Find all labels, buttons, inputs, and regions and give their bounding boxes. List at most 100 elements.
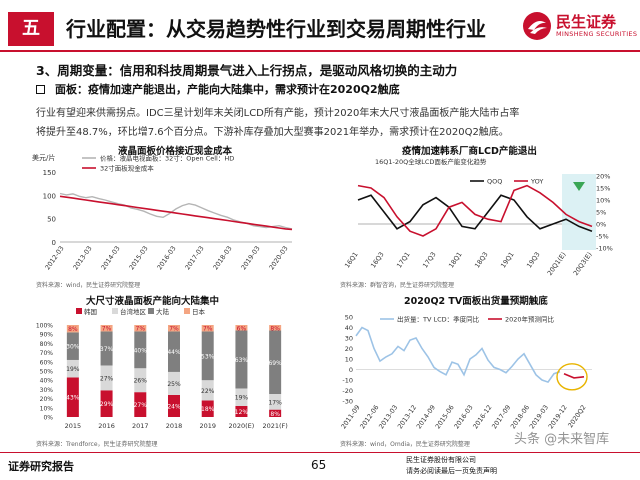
chart1-xtick: 2017-03 bbox=[183, 245, 205, 272]
company-logo: 民生证券 MINSHENG SECURITIES bbox=[522, 8, 638, 44]
chart3-ytick: 70% bbox=[40, 350, 54, 357]
chart3-data-label: 19% bbox=[66, 366, 80, 373]
chart2-ytick: -5% bbox=[596, 233, 609, 241]
chart4-ytick: 20 bbox=[345, 345, 353, 353]
page-header: 五 行业配置：从交易趋势性行业到交易周期性行业 民生证券 MINSHENG SE… bbox=[0, 0, 640, 52]
chart3-data-label: 8% bbox=[270, 325, 280, 332]
chart3-bar-segment bbox=[201, 331, 214, 381]
chart1-xtick: 2013-03 bbox=[71, 245, 93, 272]
chart3-data-label: 26% bbox=[134, 378, 148, 385]
chart2-legend-label: QOQ bbox=[487, 178, 502, 186]
chart3-bar-segment bbox=[168, 371, 180, 395]
chart4-title: 2020Q2 TV面板出货量预期触底 bbox=[404, 296, 548, 307]
chart3-bar-segment bbox=[201, 380, 214, 401]
chart1-panel-price: 美元/片 0 50 100 150 价格：液晶电视面板：32寸：Open Cell：HD3… bbox=[32, 153, 293, 272]
chart1-source: 资料来源：wind，民生证券研究院整理 bbox=[36, 282, 141, 289]
chart3-bar-segment bbox=[235, 325, 248, 331]
chart1-series-line-0 bbox=[59, 192, 293, 230]
chart1-xtick: 2016-03 bbox=[155, 245, 177, 272]
chart1-xtick: 2014-03 bbox=[99, 245, 121, 272]
chart3-ytick: 100% bbox=[36, 323, 53, 330]
watermark: 头条 @未来智库 bbox=[514, 432, 610, 447]
chart3-capacity-share: 0% 10% 20% 30% 40% 50% 60% 70% 80% 90% 100% 韩国 台湾地区大… bbox=[36, 307, 288, 430]
chart2-ytick: 20% bbox=[596, 173, 610, 181]
chart3-bar-segment bbox=[269, 394, 282, 410]
chart2-ytick: 10% bbox=[596, 197, 610, 205]
chart3-data-label: 22% bbox=[201, 388, 215, 395]
body-paragraph: 行业有望迎来供需拐点。IDC三星计划年末关闭LCD所有产能，预计2020年末大尺… bbox=[36, 104, 616, 142]
chart3-ytick: 10% bbox=[40, 405, 54, 412]
chart2-subtitle: 16Q1-20Q全球LCD面板产能变化趋势 bbox=[375, 157, 487, 166]
chart3-data-label: 12% bbox=[235, 409, 249, 416]
chart3-xtick: 2018 bbox=[166, 422, 183, 430]
logo-text-cn: 民生证券 bbox=[556, 13, 617, 31]
chart3-bar-segment bbox=[100, 325, 113, 332]
footer-disclaimer: 请务必阅读最后一页免责声明 bbox=[406, 467, 497, 475]
chart3-ytick: 90% bbox=[40, 332, 54, 339]
paragraph-line: 将提升至48.7%，环比增7.6个百分点。下游补库存叠加大型赛事2021年举办，… bbox=[36, 127, 509, 138]
chart3-data-label: 27% bbox=[100, 375, 114, 382]
chart3-bar-segment bbox=[201, 400, 214, 417]
chart3-legend-label: 大陆 bbox=[156, 307, 170, 316]
chart4-ytick: 50 bbox=[345, 314, 353, 322]
chart4-ytick: -30 bbox=[342, 398, 353, 406]
chart3-ytick: 80% bbox=[40, 341, 54, 348]
chart3-bar-segment bbox=[100, 331, 113, 366]
chart4-series-line-0 bbox=[355, 326, 561, 384]
chart2-series-line-0 bbox=[357, 194, 593, 232]
chart2-title: 疫情加速韩系厂商LCD产能退出 bbox=[402, 146, 537, 157]
chart1-ytick: 0 bbox=[52, 239, 56, 247]
chart3-data-label: 24% bbox=[167, 403, 181, 410]
chart3-xtick: 2016 bbox=[98, 422, 115, 430]
chart2-xtick: 18Q1 bbox=[447, 251, 464, 270]
chart3-bar-segment bbox=[134, 331, 147, 369]
chart2-xtick: 16Q1 bbox=[343, 251, 360, 270]
chart1-title: 液晶面板价格接近现金成本 bbox=[118, 146, 233, 157]
chart2-down-arrow-icon bbox=[573, 182, 585, 191]
chart2-series-line-1 bbox=[357, 184, 593, 237]
chart3-xtick: 2017 bbox=[132, 422, 149, 430]
chart3-data-label: 7% bbox=[169, 326, 179, 333]
chart3-data-label: 7% bbox=[102, 326, 112, 333]
chart4-ytick: 10 bbox=[345, 356, 353, 364]
chart3-data-label: 25% bbox=[167, 381, 181, 388]
chart2-xtick: 20Q1(E) bbox=[546, 251, 568, 277]
chart4-ytick: 40 bbox=[345, 324, 353, 332]
chart3-legend-swatch bbox=[148, 308, 154, 314]
chart4-legend-label: 2020年预测同比 bbox=[505, 315, 555, 324]
chart3-ytick: 40% bbox=[40, 378, 54, 385]
chart2-ytick: 0% bbox=[596, 221, 606, 229]
chart3-bar-segment bbox=[269, 409, 282, 417]
chart4-xtick: 2019-12 bbox=[547, 404, 569, 431]
chart3-data-label: 17% bbox=[268, 399, 282, 406]
chart3-data-label: 19% bbox=[235, 395, 249, 402]
chart3-data-label: 27% bbox=[134, 402, 148, 409]
chart2-legend-label: YOY bbox=[530, 178, 543, 186]
chart4-ytick: -10 bbox=[342, 377, 353, 385]
chart2-lcd-capacity: 16Q1-20Q全球LCD面板产能变化趋势 -10% -5% 0% 5% 10% 15% 20… bbox=[343, 157, 613, 277]
chart2-ytick: -10% bbox=[596, 245, 613, 253]
chart3-bar-segment bbox=[201, 325, 214, 332]
chart4-series-line-1 bbox=[563, 372, 585, 379]
chart3-ytick: 30% bbox=[40, 387, 54, 394]
chart3-xtick: 2020(E) bbox=[229, 422, 255, 430]
chart1-xtick: 2019-03 bbox=[239, 245, 261, 272]
chart3-data-label: 8% bbox=[68, 326, 78, 333]
chart3-data-label: 18% bbox=[201, 406, 215, 413]
chart3-data-label: 6% bbox=[237, 325, 247, 332]
chart4-ytick: 0 bbox=[349, 366, 353, 374]
chart2-xtick: 19Q1 bbox=[499, 251, 516, 270]
chart3-legend-label: 台湾地区 bbox=[120, 307, 147, 316]
chart4-highlight-circle bbox=[556, 363, 588, 391]
chart3-legend-swatch bbox=[112, 308, 118, 314]
chart3-legend-label: 韩国 bbox=[84, 307, 97, 316]
chart1-unit-label: 美元/片 bbox=[32, 153, 55, 162]
chart3-bar-segment bbox=[168, 325, 180, 332]
chart3-bar-segment bbox=[134, 392, 147, 417]
chart2-source: 资料来源：群智咨询，民生证券研究院整理 bbox=[340, 282, 455, 289]
subheading-text: 面板：疫情加速产能退出，产能向大陆集中，需求预计在2020Q2触底 bbox=[55, 83, 400, 96]
chart3-data-label: 63% bbox=[235, 357, 249, 364]
minsheng-logo-icon bbox=[523, 12, 551, 40]
chart3-data-label: 30% bbox=[66, 344, 80, 351]
footer-company: 民生证券股份有限公司 bbox=[406, 456, 476, 464]
